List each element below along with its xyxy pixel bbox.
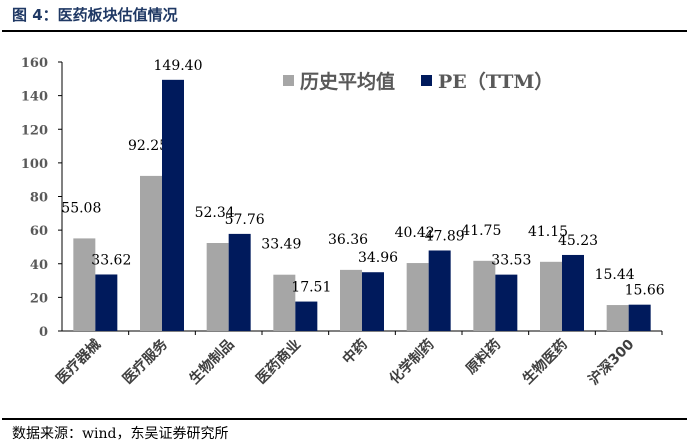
legend-label-pe: PE（TTM） — [438, 71, 554, 93]
bar-pe-ttm — [295, 301, 318, 331]
bar-historical-average — [606, 305, 629, 331]
bar-historical-average — [340, 269, 362, 331]
data-label: 33.49 — [261, 237, 301, 253]
y-tick-label: 120 — [21, 123, 48, 138]
data-label: 149.40 — [154, 58, 203, 74]
legend-label-historical: 历史平均值 — [300, 71, 396, 93]
data-label: 17.51 — [291, 280, 331, 296]
x-tick-label: 原料药 — [462, 336, 504, 378]
data-label: 55.08 — [61, 200, 101, 216]
x-tick-label: 中药 — [339, 336, 371, 368]
bar-pe-ttm — [628, 304, 651, 331]
data-label: 41.15 — [528, 224, 568, 240]
legend-swatch-historical — [283, 75, 294, 86]
data-label: 33.62 — [91, 252, 131, 268]
bar-historical-average — [140, 175, 162, 331]
y-tick-label: 0 — [39, 325, 48, 340]
y-tick-label: 140 — [21, 90, 48, 105]
data-label: 36.36 — [328, 232, 368, 248]
data-label: 15.44 — [595, 267, 635, 283]
title-divider — [2, 30, 687, 32]
source-note: 数据来源：wind，东吴证券研究所 — [12, 426, 229, 442]
y-tick-label: 20 — [30, 291, 48, 306]
y-tick-label: 100 — [21, 157, 48, 172]
bar-historical-average — [540, 261, 562, 331]
x-tick-label: 生物制品 — [186, 336, 238, 388]
chart-legend: 历史平均值 PE（TTM） — [283, 67, 553, 94]
source-divider — [2, 418, 687, 420]
bar-pe-ttm — [95, 274, 118, 331]
data-label: 33.53 — [491, 253, 531, 269]
figure-title: 图 4：医药板块估值情况 — [12, 6, 178, 24]
bar-historical-average — [73, 238, 96, 331]
x-tick-label: 生物医药 — [519, 336, 571, 388]
data-label: 40.42 — [395, 225, 435, 241]
bar-pe-ttm — [495, 274, 518, 331]
y-tick-label: 40 — [30, 258, 48, 273]
bar-historical-average — [406, 263, 429, 331]
data-label: 15.66 — [625, 283, 665, 299]
bar-pe-ttm — [362, 272, 384, 331]
data-label: 92.25 — [128, 138, 168, 154]
y-tick-label: 160 — [21, 56, 48, 71]
data-label: 41.75 — [461, 223, 501, 239]
y-tick-label: 60 — [30, 224, 48, 239]
x-tick-label: 沪深300 — [585, 336, 638, 389]
bar-pe-ttm — [428, 250, 451, 331]
data-label: 45.23 — [558, 233, 598, 249]
data-label: 57.76 — [225, 212, 265, 228]
y-tick-label: 80 — [30, 191, 48, 206]
data-label: 52.34 — [195, 205, 235, 221]
bar-pe-ttm — [162, 79, 184, 331]
bar-pe-ttm — [562, 254, 584, 331]
x-tick-label: 医疗器械 — [53, 336, 105, 388]
x-tick-label: 医疗服务 — [119, 335, 171, 387]
bar-pe-ttm — [228, 233, 251, 331]
bar-historical-average — [473, 260, 496, 331]
data-label: 34.96 — [358, 250, 398, 266]
bar-historical-average — [273, 274, 296, 331]
x-tick-label: 化学制药 — [386, 336, 438, 388]
data-label: 47.89 — [425, 228, 465, 244]
x-tick-label: 医药商业 — [253, 336, 305, 388]
legend-swatch-pe — [421, 75, 433, 86]
bar-historical-average — [206, 243, 229, 331]
